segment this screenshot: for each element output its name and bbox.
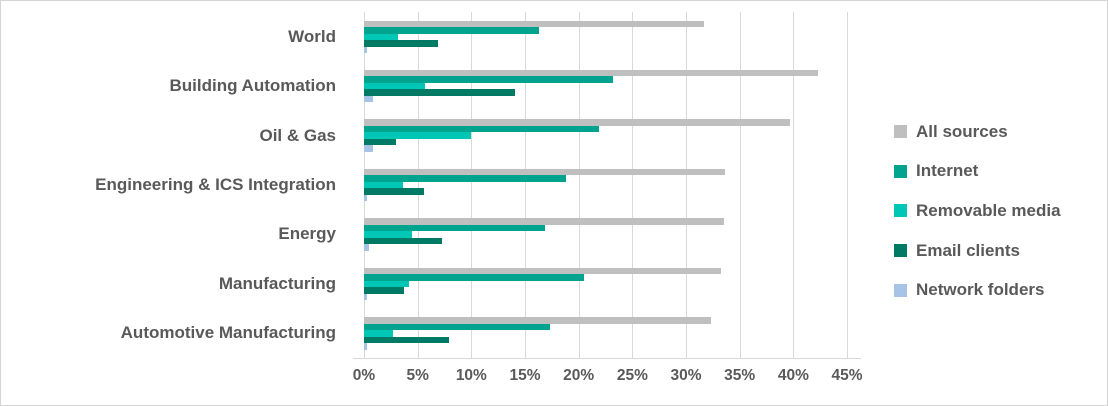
bar-removable-media-oil-gas	[364, 132, 472, 139]
bar-email-clients-engineering-ics-integration	[364, 188, 425, 195]
bar-all-sources-world	[364, 20, 705, 27]
bar-group-engineering-ics-integration	[364, 160, 861, 209]
x-tick-label: 5%	[406, 367, 429, 384]
legend-item-internet: Internet	[894, 152, 1106, 192]
gridline	[632, 12, 634, 358]
category-axis: World Building Automation Oil & Gas Enginee…	[1, 12, 350, 358]
bar-all-sources-oil-gas	[364, 119, 791, 126]
bar-removable-media-automotive-manufacturing	[364, 330, 393, 337]
bar-all-sources-energy	[364, 218, 724, 225]
bar-email-clients-building-automation	[364, 89, 516, 96]
x-axis-line	[353, 358, 861, 359]
legend-label: Email clients	[916, 240, 1020, 260]
bar-network-folders-engineering-ics-integration	[364, 194, 368, 202]
bar-group-automotive-manufacturing	[364, 309, 861, 358]
x-tick-label: 15%	[509, 367, 541, 384]
legend-item-network-folders: Network folders	[894, 270, 1106, 310]
x-tick-label: 45%	[831, 367, 863, 384]
x-tick-label: 30%	[670, 367, 702, 384]
legend-item-removable-media: Removable media	[894, 191, 1106, 231]
bar-email-clients-automotive-manufacturing	[364, 336, 449, 344]
legend-label: Removable media	[916, 200, 1061, 220]
bar-all-sources-engineering-ics-integration	[364, 168, 725, 176]
legend-label: Network folders	[916, 280, 1045, 300]
gridline	[578, 12, 580, 358]
bar-removable-media-manufacturing	[364, 280, 410, 288]
bar-email-clients-energy	[364, 237, 443, 245]
bar-removable-media-energy	[364, 231, 413, 238]
legend-item-email-clients: Email clients	[894, 231, 1106, 271]
category-label-automotive-manufacturing: Automotive Manufacturing	[120, 323, 336, 343]
gridline	[471, 12, 473, 358]
x-axis-labels: 0% 5% 10% 15% 20% 25% 30% 35% 40% 45%	[353, 367, 863, 391]
x-tick-label: 35%	[724, 367, 756, 384]
legend-marker-all-sources	[894, 125, 907, 139]
bar-internet-manufacturing	[364, 274, 585, 281]
bar-network-folders-manufacturing	[364, 293, 368, 301]
bar-internet-oil-gas	[364, 125, 600, 133]
bar-internet-automotive-manufacturing	[364, 323, 550, 331]
plot-area	[353, 12, 861, 359]
legend-marker-internet	[894, 164, 907, 178]
legend-label: Internet	[916, 161, 979, 181]
bar-group-building-automation	[364, 61, 861, 110]
category-label-energy: Energy	[278, 224, 336, 244]
bar-removable-media-world	[364, 33, 399, 40]
gridline	[686, 12, 688, 358]
bar-email-clients-manufacturing	[364, 287, 404, 294]
gridline	[417, 12, 419, 358]
x-tick-label: 0%	[352, 367, 376, 384]
legend-label: All sources	[916, 121, 1008, 141]
bar-group-oil-gas	[364, 111, 861, 160]
bar-internet-world	[364, 27, 539, 34]
bar-group-energy	[364, 210, 861, 259]
legend-marker-network-folders	[894, 283, 907, 297]
bar-email-clients-world	[364, 40, 439, 47]
category-label-manufacturing: Manufacturing	[218, 273, 336, 293]
legend-marker-email-clients	[894, 244, 907, 258]
x-tick-label: 10%	[455, 367, 487, 384]
category-label-oil-gas: Oil & Gas	[259, 125, 336, 145]
bar-all-sources-automotive-manufacturing	[364, 317, 711, 324]
gridline	[847, 12, 849, 358]
bar-removable-media-building-automation	[364, 82, 426, 90]
x-tick-label: 40%	[777, 367, 809, 384]
gridline	[793, 12, 795, 358]
x-tick-label: 20%	[563, 367, 595, 384]
gridline	[525, 12, 526, 358]
bar-network-folders-world	[364, 46, 368, 53]
bar-internet-engineering-ics-integration	[364, 175, 566, 182]
bar-all-sources-building-automation	[364, 69, 819, 77]
bar-email-clients-oil-gas	[364, 138, 397, 146]
bar-network-folders-automotive-manufacturing	[364, 343, 368, 350]
bar-internet-building-automation	[364, 76, 614, 83]
legend-item-all-sources: All sources	[894, 112, 1106, 152]
category-label-engineering-ics-integration: Engineering & ICS Integration	[95, 174, 336, 194]
bar-group-world	[364, 12, 861, 61]
category-label-building-automation: Building Automation	[169, 76, 336, 96]
bar-network-folders-building-automation	[364, 95, 373, 103]
x-tick-label: 25%	[616, 367, 648, 384]
legend: All sources Internet Removable media Email …	[894, 112, 1106, 310]
bar-internet-energy	[364, 224, 546, 232]
bar-group-manufacturing	[364, 259, 861, 308]
bar-network-folders-oil-gas	[364, 145, 373, 152]
category-label-world: World	[288, 26, 336, 46]
bar-network-folders-energy	[364, 244, 370, 251]
gridline	[739, 12, 741, 358]
legend-marker-removable-media	[894, 204, 907, 218]
bar-removable-media-engineering-ics-integration	[364, 181, 403, 189]
bar-all-sources-manufacturing	[364, 267, 722, 275]
